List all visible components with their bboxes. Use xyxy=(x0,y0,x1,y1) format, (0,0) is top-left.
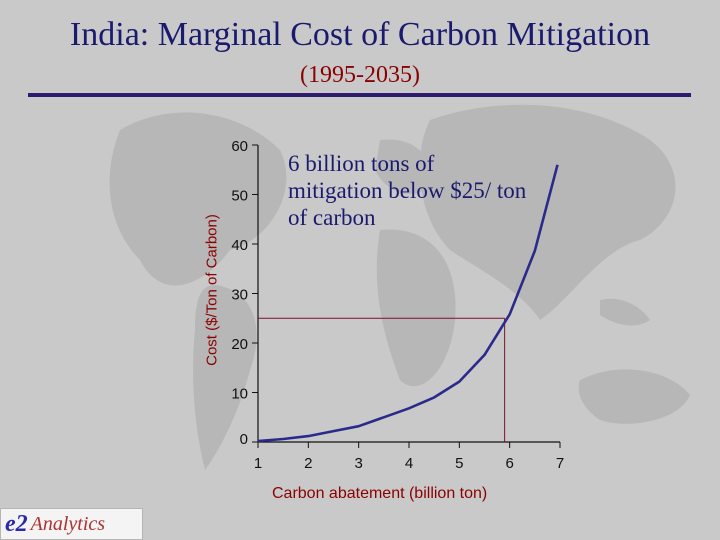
x-axis-label: Carbon abatement (billion ton) xyxy=(272,485,488,502)
y-tick-label: 0 xyxy=(240,431,248,448)
y-tick-label: 30 xyxy=(231,287,248,304)
x-tick-label: 4 xyxy=(405,455,413,472)
logo-text: Analytics xyxy=(30,512,106,535)
logo-mark: e2 xyxy=(5,510,28,537)
x-tick-label: 6 xyxy=(505,455,513,472)
y-tick-label: 40 xyxy=(231,237,248,254)
y-tick-label: 20 xyxy=(231,336,248,353)
x-tick-label: 3 xyxy=(354,455,362,472)
y-tick-label: 10 xyxy=(231,386,248,403)
marginal-cost-curve xyxy=(257,164,559,443)
page-title: India: Marginal Cost of Carbon Mitigatio… xyxy=(69,16,651,53)
page-subtitle: (1995-2035) xyxy=(300,62,420,88)
title-divider xyxy=(28,93,691,97)
x-tick-label: 1 xyxy=(254,455,262,472)
y-axis-label: Cost ($/Ton of Carbon) xyxy=(203,214,221,366)
x-tick-label: 5 xyxy=(455,455,463,472)
e2-analytics-logo: e2 Analytics xyxy=(0,508,143,540)
chart-annotation: 6 billion tons of mitigation below $25/ … xyxy=(288,151,527,230)
x-tick-label: 7 xyxy=(556,455,564,472)
x-tick-label: 2 xyxy=(304,455,312,472)
y-tick-label: 60 xyxy=(231,138,248,155)
y-tick-label: 50 xyxy=(231,188,248,205)
